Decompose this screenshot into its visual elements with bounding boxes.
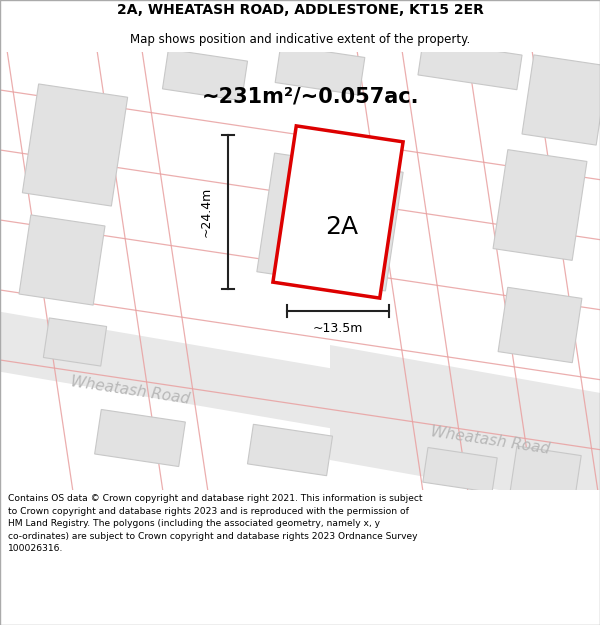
Polygon shape [43,318,107,366]
Text: Map shows position and indicative extent of the property.: Map shows position and indicative extent… [130,32,470,46]
Polygon shape [95,409,185,466]
Polygon shape [423,448,497,493]
Polygon shape [509,446,581,510]
Polygon shape [522,55,600,145]
Text: 2A, WHEATASH ROAD, ADDLESTONE, KT15 2ER: 2A, WHEATASH ROAD, ADDLESTONE, KT15 2ER [116,3,484,18]
Polygon shape [0,310,370,435]
Polygon shape [163,49,248,101]
Polygon shape [247,424,332,476]
Polygon shape [22,84,128,206]
Text: ~13.5m: ~13.5m [313,321,363,334]
Text: Wheatash Road: Wheatash Road [430,424,551,456]
Text: Contains OS data © Crown copyright and database right 2021. This information is : Contains OS data © Crown copyright and d… [8,494,422,553]
Polygon shape [273,126,403,298]
Text: Wheatash Road: Wheatash Road [70,374,191,406]
Text: 2A: 2A [325,215,359,239]
Text: ~231m²/~0.057ac.: ~231m²/~0.057ac. [201,87,419,107]
Polygon shape [493,149,587,261]
Polygon shape [275,45,365,95]
Text: ~24.4m: ~24.4m [199,187,212,237]
Polygon shape [19,215,105,305]
Polygon shape [418,40,522,90]
Polygon shape [498,288,582,362]
Polygon shape [330,345,600,515]
Polygon shape [257,153,403,291]
